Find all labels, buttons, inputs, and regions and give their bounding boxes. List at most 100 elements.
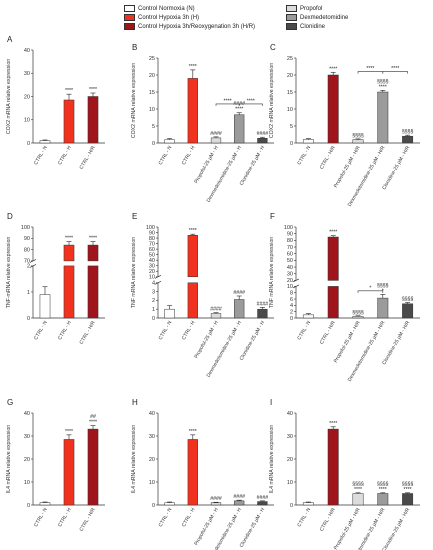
y-axis-label: COX2 mRNA relative expression — [6, 59, 12, 134]
bar — [87, 96, 99, 144]
significance-label: **** — [329, 230, 337, 236]
bar-lower-part — [327, 286, 339, 319]
y-tick-label: 25 — [287, 56, 293, 62]
y-tick-label: 40 — [24, 411, 30, 417]
x-tick-label: CTRL - H — [181, 320, 197, 341]
significance-label: #### — [210, 307, 222, 313]
legend-swatch — [124, 14, 135, 21]
y-tick-label: 4 — [152, 281, 155, 287]
y-axis-label: TNF-mRNA relative expression — [6, 237, 12, 309]
panel-letter: G — [7, 398, 13, 407]
y-axis-label: COX2 mRNA relative expression — [131, 63, 137, 138]
significance-label: **** — [189, 64, 197, 70]
y-axis-label: IL4 mRNA relative expression — [269, 425, 275, 493]
legend-swatch — [286, 23, 297, 30]
bar — [210, 502, 222, 506]
y-tick-label: 10 — [149, 480, 155, 486]
x-tick-label: CTRL - N — [296, 320, 312, 341]
y-axis-label: IL4 mRNA relative expression — [6, 425, 12, 493]
x-tick-label: CTRL - N — [158, 145, 174, 166]
y-tick-label: 20 — [24, 457, 30, 463]
significance-label: **** — [354, 487, 362, 493]
bar — [327, 74, 339, 144]
bar — [257, 501, 268, 506]
panel-letter: C — [270, 43, 276, 52]
bar — [352, 493, 364, 506]
significance-label: ## — [90, 414, 96, 420]
y-tick-label: 30 — [24, 71, 30, 77]
bar — [302, 502, 314, 506]
y-tick-label: 0 — [152, 316, 155, 322]
y-tick-label: 100 — [284, 225, 293, 231]
legend-col-1: Control Normoxia (N) Control Hypoxia 3h … — [124, 4, 255, 31]
y-tick-label: 40 — [287, 265, 293, 271]
y-tick-label: 10 — [287, 284, 293, 290]
bar — [63, 439, 75, 506]
y-tick-label: 30 — [24, 434, 30, 440]
y-tick-label: 20 — [149, 269, 155, 275]
y-tick-label: 20 — [287, 73, 293, 79]
bar — [87, 244, 99, 262]
panel-letter: H — [132, 398, 138, 407]
bar — [39, 140, 51, 144]
significance-label: **** — [329, 66, 337, 72]
y-tick-label: 2 — [152, 298, 155, 304]
significance-label: #### — [210, 496, 222, 502]
y-tick-label: 10 — [287, 480, 293, 486]
x-tick-label: CTRL - H — [181, 145, 197, 166]
bar — [63, 99, 75, 144]
y-tick-label: 0 — [290, 316, 293, 322]
x-tick-label: Clonidine-25 µM - H — [239, 145, 267, 187]
y-tick-label: 2 — [27, 264, 30, 270]
bar — [327, 428, 339, 506]
legend-swatch — [286, 14, 297, 21]
y-tick-label: 50 — [287, 258, 293, 264]
significance-label: §§§§ — [377, 79, 389, 85]
x-tick-label: Clonidine-25 µM - H — [239, 320, 267, 362]
y-tick-label: 30 — [287, 434, 293, 440]
y-axis-label: IL4 mRNA relative expression — [131, 425, 137, 493]
significance-label: **** — [379, 84, 387, 90]
y-tick-label: 3 — [152, 289, 155, 295]
y-tick-label: 10 — [24, 480, 30, 486]
y-tick-label: 30 — [149, 264, 155, 270]
bar-lower-part — [63, 265, 75, 319]
y-tick-label: 8 — [290, 291, 293, 297]
y-tick-label: 80 — [149, 236, 155, 242]
bar — [352, 139, 364, 144]
significance-label: §§§§ — [377, 283, 389, 289]
y-tick-label: 2 — [290, 309, 293, 315]
bracket-label: * — [369, 285, 371, 291]
x-tick-label: CTRL - H/R — [79, 320, 97, 346]
y-tick-label: 90 — [287, 231, 293, 237]
significance-label: #### — [257, 131, 269, 137]
y-tick-label: 20 — [287, 278, 293, 284]
significance-label: §§§§ — [402, 297, 414, 303]
significance-label: **** — [65, 236, 73, 242]
x-tick-label: CTRL - H — [57, 320, 73, 341]
legend-col-2: Propofol Dexmedetomidine Clonidine — [286, 4, 348, 31]
x-tick-label: CTRL - N — [158, 320, 174, 341]
y-tick-label: 50 — [149, 252, 155, 258]
legend-label: Control Hypoxia 3h (H) — [138, 14, 200, 21]
y-tick-label: 0 — [27, 141, 30, 147]
y-tick-label: 30 — [149, 434, 155, 440]
y-tick-label: 0 — [290, 141, 293, 147]
bar — [39, 294, 51, 319]
significance-label: #### — [257, 495, 269, 501]
significance-label: **** — [65, 88, 73, 94]
bar — [402, 303, 414, 319]
significance-label: #### — [257, 301, 269, 307]
x-tick-label: Propofol-25 µM - H/R — [333, 507, 362, 550]
bar — [63, 244, 75, 262]
significance-label: **** — [404, 487, 412, 493]
significance-label: **** — [89, 420, 97, 426]
y-tick-label: 40 — [287, 411, 293, 417]
legend-label: Control Normoxia (N) — [138, 5, 195, 12]
bar — [377, 493, 389, 506]
y-axis-label: TNF mRNA relative expression — [269, 237, 275, 308]
legend-item-dexmedetomidine: Dexmedetomidine — [286, 13, 348, 22]
legend-swatch — [124, 5, 135, 12]
y-tick-label: 4 — [290, 303, 293, 309]
significance-label: **** — [189, 228, 197, 234]
